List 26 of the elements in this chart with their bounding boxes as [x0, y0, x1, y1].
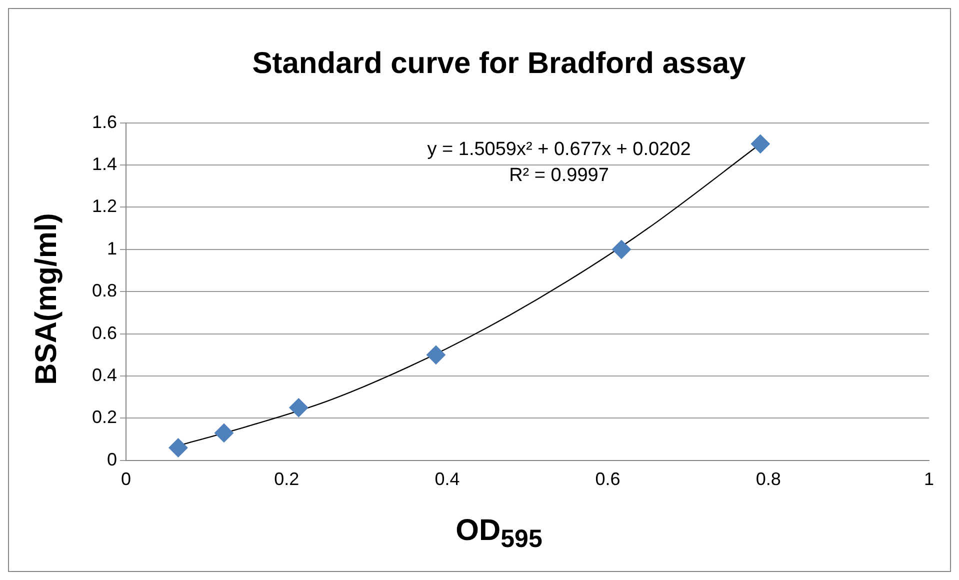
- y-tick-label: 0.6: [92, 322, 118, 343]
- y-tick-label: 0.4: [92, 364, 118, 385]
- point: [214, 423, 234, 442]
- y-tick-label: 1.4: [92, 154, 118, 174]
- y-tick-label: 0.2: [92, 407, 118, 428]
- y-axis-title: BSA(mg/ml): [30, 213, 64, 385]
- x-tick-label: 0.8: [756, 469, 781, 490]
- y-tick-label: 1.6: [92, 112, 118, 132]
- annotation: R² = 0.9997: [508, 164, 610, 188]
- point: [426, 345, 446, 364]
- x-tick-label: 0: [121, 469, 132, 490]
- chart-title: Standard curve for Bradford assay: [251, 47, 747, 81]
- x-tick-label: 0.6: [595, 469, 620, 490]
- y-tick-label: 0: [107, 449, 118, 470]
- x-tick-label: 1: [924, 469, 934, 490]
- point: [750, 134, 770, 154]
- annotation: y = 1.5059x² + 0.677x + 0.0202: [426, 138, 692, 162]
- y-tick-label: 1: [107, 238, 118, 258]
- x-tick-label: 0.4: [434, 469, 460, 490]
- point: [612, 240, 631, 259]
- x-axis-title: OD$_{595}$: [454, 514, 544, 554]
- y-tick-label: 0.8: [92, 280, 118, 301]
- point: [289, 398, 308, 418]
- x-tick-label: 0.2: [274, 469, 300, 490]
- y-tick-label: 1.2: [92, 196, 118, 216]
- point: [168, 438, 188, 458]
